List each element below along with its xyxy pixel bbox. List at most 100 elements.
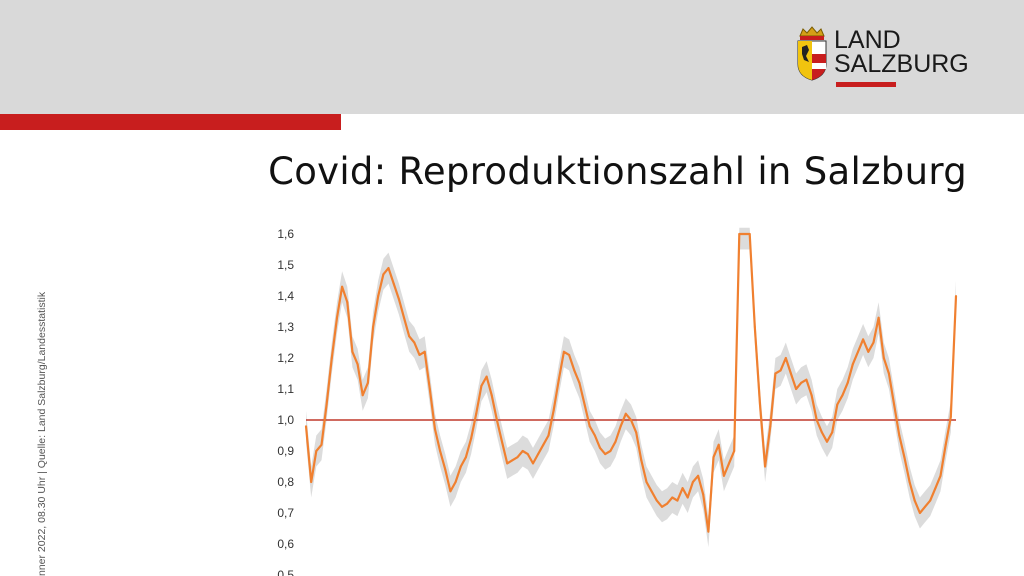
data-point: [526, 453, 529, 456]
logo-underline: [836, 82, 896, 87]
data-point: [423, 350, 426, 353]
data-point: [867, 350, 870, 353]
data-point: [609, 450, 612, 452]
data-point: [614, 440, 617, 443]
data-point: [836, 403, 839, 406]
data-point: [774, 372, 777, 375]
data-point: [320, 443, 323, 446]
data-point: [336, 316, 338, 319]
data-point: [403, 316, 405, 319]
data-point: [712, 456, 715, 459]
data-point: [857, 350, 859, 353]
data-point: [506, 462, 509, 465]
data-point: [624, 412, 627, 415]
data-point: [764, 465, 767, 468]
data-point: [475, 412, 478, 415]
data-point: [707, 530, 710, 533]
data-point: [831, 431, 834, 434]
data-point: [578, 381, 581, 384]
y-tick-label: 1,3: [277, 320, 294, 334]
accent-bar: [0, 114, 341, 130]
data-point: [645, 481, 648, 483]
data-point: [464, 456, 467, 459]
data-point: [738, 233, 741, 235]
data-point: [862, 338, 865, 341]
data-point: [903, 456, 906, 459]
data-point: [547, 434, 550, 437]
data-point: [516, 456, 519, 459]
data-point: [934, 487, 937, 490]
y-axis-labels: 1,6 1,5 1,4 1,3 1,2 1,1 1,0 0,9 0,8 0,7 0,6 0,5: [277, 227, 294, 576]
data-point: [779, 369, 782, 372]
data-point: [428, 388, 431, 390]
data-point: [882, 357, 885, 359]
header-bar: [0, 0, 1024, 114]
data-point: [490, 394, 493, 397]
data-point: [841, 394, 844, 397]
data-point: [382, 273, 385, 276]
y-tick-label: 0,8: [277, 475, 294, 489]
data-point: [949, 415, 952, 418]
data-point: [392, 282, 395, 285]
land-salzburg-logo[interactable]: LAND SALZBURG: [792, 24, 982, 90]
data-point: [805, 378, 808, 381]
data-point: [387, 267, 390, 270]
y-tick-label: 1,2: [277, 351, 294, 365]
data-point: [913, 499, 916, 502]
data-point: [315, 450, 318, 452]
data-point: [784, 357, 787, 359]
data-point: [826, 440, 828, 443]
data-point: [759, 403, 761, 406]
data-point: [929, 499, 932, 502]
data-point: [717, 443, 720, 446]
data-point: [552, 409, 555, 412]
data-point: [305, 425, 307, 428]
data-point: [351, 350, 354, 353]
logo-text-line2: SALZBURG: [834, 50, 969, 78]
data-point: [939, 474, 942, 477]
data-point: [877, 316, 880, 319]
data-point: [480, 384, 483, 387]
data-point: [691, 481, 694, 483]
data-point: [573, 369, 576, 372]
data-point: [769, 425, 772, 428]
data-point: [485, 375, 488, 378]
data-point: [511, 459, 514, 462]
data-point: [697, 474, 700, 477]
data-point: [630, 419, 632, 421]
data-point: [655, 499, 658, 502]
data-point: [459, 465, 462, 468]
data-point: [434, 428, 436, 431]
y-tick-label: 0,5: [277, 568, 294, 576]
data-point: [815, 419, 818, 421]
data-point: [330, 357, 333, 359]
data-point: [743, 233, 746, 235]
data-point: [583, 403, 586, 406]
data-point: [686, 496, 689, 499]
data-point: [361, 394, 364, 397]
data-point: [846, 381, 849, 384]
data-point: [397, 298, 400, 301]
data-point: [593, 434, 596, 437]
data-point: [640, 459, 643, 462]
data-point: [893, 403, 896, 406]
data-point: [495, 419, 498, 421]
data-point: [955, 295, 957, 297]
data-point: [542, 443, 545, 446]
data-point: [377, 295, 380, 297]
data-point: [372, 326, 375, 328]
data-point: [418, 353, 421, 356]
y-tick-label: 1,1: [277, 382, 294, 396]
data-point: [346, 301, 349, 304]
data-point: [671, 496, 674, 499]
data-point: [728, 462, 730, 465]
logo-text-line1: LAND: [834, 26, 901, 54]
data-point: [722, 474, 725, 477]
data-point: [557, 378, 560, 381]
data-point: [366, 381, 369, 384]
data-point: [908, 481, 911, 483]
data-point: [325, 403, 328, 406]
data-point: [887, 372, 890, 375]
data-point: [666, 502, 669, 505]
